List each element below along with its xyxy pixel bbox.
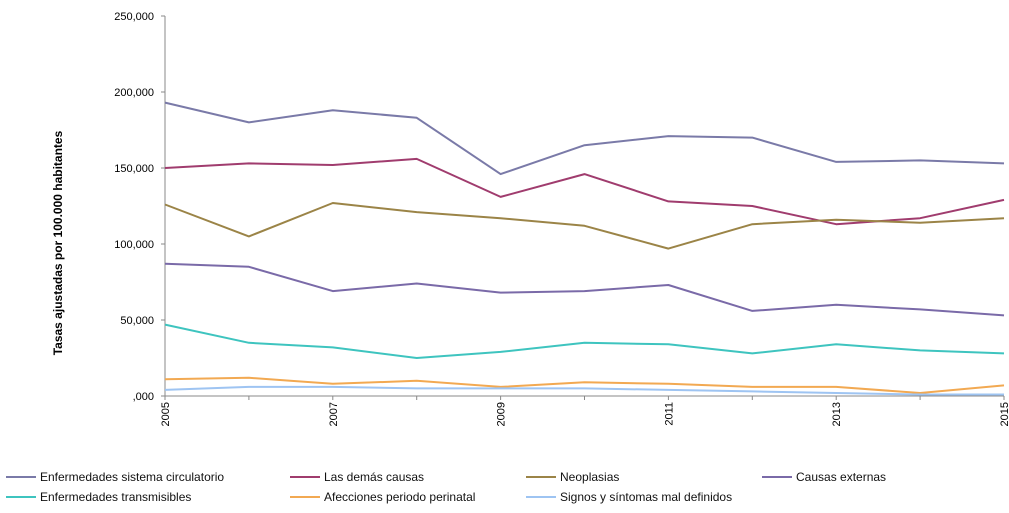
legend-item: Neoplasias	[526, 467, 619, 487]
line-chart: Tasas ajustadas por 100.000 habitantes ,…	[51, 11, 1009, 426]
tick-labels: ,000 50,000 100,000 150,000 200,000 250,000 20…	[114, 11, 1009, 426]
legend-swatch	[526, 476, 556, 478]
legend-label: Enfermedades transmisibles	[40, 490, 192, 504]
y-tick-label: 100,000	[114, 239, 154, 251]
legend-item: Enfermedades sistema circulatorio	[6, 467, 224, 487]
y-tick-label: 250,000	[114, 11, 154, 23]
legend-label: Las demás causas	[324, 470, 425, 484]
series-line-5	[164, 323, 1005, 359]
legend-item: Afecciones periodo perinatal	[290, 487, 475, 507]
x-tick-label: 2009	[496, 402, 508, 426]
legend-item: Enfermedades transmisibles	[6, 487, 191, 507]
x-tick-label: 2013	[831, 402, 843, 426]
legend: Enfermedades sistema circulatorio Las dem…	[0, 463, 1009, 513]
x-tick-label: 2007	[328, 402, 340, 426]
legend-swatch	[6, 476, 36, 478]
legend-label: Neoplasias	[560, 470, 620, 484]
legend-swatch	[526, 496, 556, 498]
x-tick-label: 2011	[663, 402, 675, 426]
legend-item: Las demás causas	[290, 467, 424, 487]
y-tick-label: 200,000	[114, 87, 154, 99]
series-line-4	[164, 262, 1005, 317]
series-layer	[164, 101, 1005, 396]
legend-item: Causas externas	[762, 467, 886, 487]
legend-swatch	[762, 476, 792, 478]
series-line-7	[164, 385, 1004, 396]
legend-label: Afecciones periodo perinatal	[324, 490, 476, 504]
legend-swatch	[290, 496, 320, 498]
legend-swatch	[290, 476, 320, 478]
x-tick-label: 2015	[999, 402, 1009, 426]
y-tick-label: ,000	[133, 391, 154, 403]
legend-item: Signos y síntomas mal definidos	[526, 487, 732, 507]
y-tick-label: 50,000	[120, 315, 154, 327]
legend-swatch	[6, 496, 36, 498]
series-line-3	[164, 202, 1005, 250]
x-tick-label: 2005	[160, 402, 172, 426]
series-line-2	[164, 157, 1005, 226]
legend-label: Signos y síntomas mal definidos	[560, 490, 733, 504]
axes	[161, 15, 1005, 400]
series-line-1	[164, 101, 1005, 176]
y-axis-title: Tasas ajustadas por 100.000 habitantes	[51, 130, 65, 355]
y-tick-label: 150,000	[114, 163, 154, 175]
legend-label: Enfermedades sistema circulatorio	[40, 470, 225, 484]
legend-label: Causas externas	[796, 470, 887, 484]
series-line-6	[164, 376, 1005, 394]
